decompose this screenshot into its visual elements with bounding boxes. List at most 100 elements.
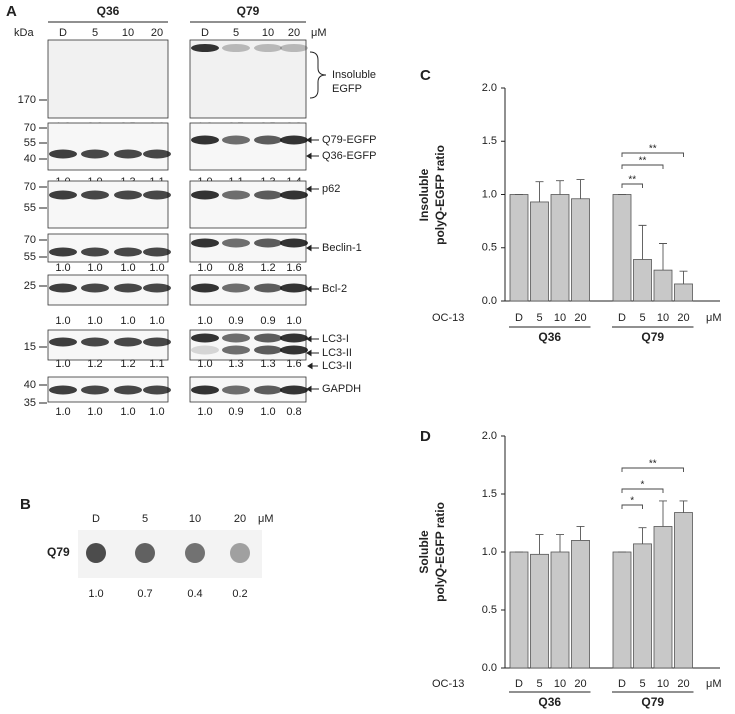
blot-band — [280, 135, 308, 145]
blot-frame — [47, 39, 169, 119]
x-tick-label: D — [618, 678, 626, 690]
dose-label: D — [92, 513, 100, 525]
error-bar — [535, 534, 544, 555]
dose-label: 10 — [189, 513, 201, 525]
quant-value: 1.0 — [55, 262, 70, 274]
x-tick-label: 20 — [677, 312, 689, 324]
blot-label: LC3-I — [322, 333, 349, 345]
quant-value: 1.6 — [286, 262, 301, 274]
blot-band — [81, 337, 109, 347]
x-tick-label: 10 — [554, 678, 566, 690]
blot-band — [114, 247, 142, 257]
unit-label: μM — [311, 27, 327, 39]
quant-value: 0.8 — [286, 406, 301, 418]
dot-spot — [135, 543, 155, 563]
dot-spot — [86, 543, 106, 563]
blot-band — [49, 190, 77, 200]
quant-value: 1.2 — [260, 262, 275, 274]
blot-band — [49, 337, 77, 347]
dose-label: 20 — [151, 27, 163, 39]
bar — [612, 551, 632, 669]
group-label: Q79 — [237, 4, 260, 18]
kda-marker: 55 — [24, 202, 36, 214]
kda-marker: 70 — [24, 234, 36, 246]
x-tick-label: 5 — [536, 678, 542, 690]
arrow — [306, 152, 319, 160]
significance-label: ** — [639, 156, 647, 167]
group-label: Q79 — [641, 330, 664, 344]
x-tick-label: 10 — [554, 312, 566, 324]
blot-band — [222, 238, 250, 248]
x-tick-label: 10 — [657, 312, 669, 324]
unit-label: μM — [706, 678, 722, 690]
y-tick-label: 0.5 — [482, 242, 497, 254]
error-bar — [556, 180, 564, 195]
y-tick-label: 0.5 — [482, 604, 497, 616]
bar — [612, 194, 632, 302]
blot-band — [191, 283, 219, 293]
y-tick-label: 1.0 — [482, 188, 497, 200]
y-axis-label: polyQ-EGFP ratio — [433, 502, 447, 602]
kda-marker: 40 — [24, 153, 36, 165]
kda-marker: 70 — [24, 181, 36, 193]
blot-band — [49, 283, 77, 293]
blot-band — [81, 190, 109, 200]
y-tick-label: 0.0 — [482, 295, 497, 307]
blot-frame — [189, 122, 307, 171]
panel-label: A — [6, 3, 17, 20]
significance-bracket — [621, 504, 643, 509]
quant-value: 1.0 — [197, 358, 212, 370]
blot-band — [280, 44, 308, 52]
panel-label: C — [420, 67, 431, 84]
bar — [653, 526, 673, 669]
blot-band — [81, 247, 109, 257]
quant-value: 0.2 — [232, 588, 247, 600]
quant-value: 1.0 — [55, 406, 70, 418]
blot-band — [143, 190, 171, 200]
blot-frame — [189, 233, 307, 263]
group-label: Q36 — [538, 695, 561, 709]
blot-frame — [189, 180, 307, 229]
quant-value: 1.0 — [87, 262, 102, 274]
y-tick-label: 2.0 — [482, 82, 497, 94]
quant-value: 1.0 — [120, 406, 135, 418]
blot-label: GAPDH — [322, 383, 361, 395]
quant-value: 1.0 — [55, 315, 70, 327]
dot-spot — [185, 543, 205, 563]
blot-band — [114, 337, 142, 347]
blot-band — [81, 283, 109, 293]
blot-band — [254, 385, 282, 395]
arrow — [306, 385, 319, 393]
blot-band — [143, 149, 171, 159]
blot-band — [222, 345, 250, 355]
dose-label: 5 — [142, 513, 148, 525]
quant-value: 1.1 — [149, 358, 164, 370]
blot-band — [254, 44, 282, 52]
significance-bracket — [621, 152, 684, 157]
treatment-label: OC-13 — [432, 312, 464, 324]
x-tick-label: 5 — [639, 312, 645, 324]
quant-value: 1.0 — [55, 358, 70, 370]
bar — [509, 551, 529, 669]
blot-band — [81, 385, 109, 395]
bar — [674, 512, 693, 669]
treatment-label: OC-13 — [432, 678, 464, 690]
y-axis-label: polyQ-EGFP ratio — [433, 145, 447, 245]
error-bar — [659, 243, 667, 271]
dose-label: 10 — [122, 27, 134, 39]
dose-label: 10 — [262, 27, 274, 39]
kda-marker: 25 — [24, 280, 36, 292]
quant-value: 0.8 — [228, 262, 243, 274]
kda-marker: 55 — [24, 251, 36, 263]
quant-value: 1.0 — [286, 315, 301, 327]
kda-marker: 15 — [24, 341, 36, 353]
error-bar — [679, 500, 688, 513]
quant-value: 1.0 — [260, 406, 275, 418]
blot-band — [222, 283, 250, 293]
x-tick-label: D — [618, 312, 626, 324]
arrow — [306, 136, 319, 144]
kda-label: kDa — [14, 27, 34, 39]
quant-value: 0.9 — [228, 315, 243, 327]
blot-band — [49, 247, 77, 257]
